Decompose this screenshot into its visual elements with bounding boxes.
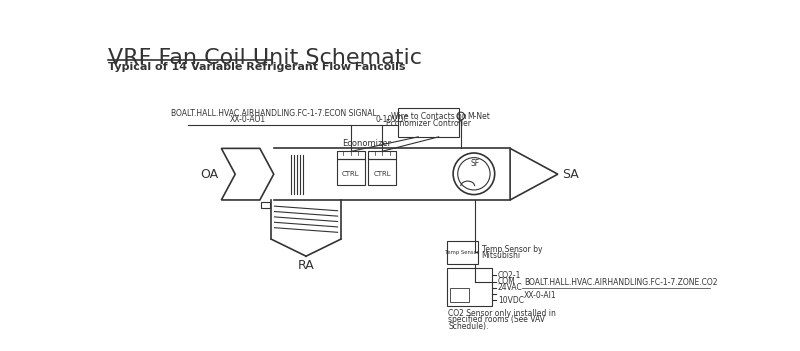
Text: specified rooms (See VAV: specified rooms (See VAV <box>449 316 546 324</box>
Text: SA: SA <box>562 168 579 181</box>
Text: RA: RA <box>298 259 314 272</box>
Text: Mitsubishi: Mitsubishi <box>482 251 521 260</box>
Text: CTRL: CTRL <box>342 171 359 177</box>
Text: 24VAC: 24VAC <box>498 283 522 292</box>
Text: Temp Sensor: Temp Sensor <box>446 250 479 255</box>
Text: CO2 Sensor only installed in: CO2 Sensor only installed in <box>449 309 556 318</box>
Text: SF: SF <box>471 159 480 168</box>
Bar <box>447 241 478 264</box>
Text: 0-10VDC: 0-10VDC <box>375 115 409 124</box>
Text: XX-0-AI1: XX-0-AI1 <box>524 291 557 300</box>
Text: Schedule).: Schedule). <box>449 322 489 331</box>
Text: VRF Fan Coil Unit Schematic: VRF Fan Coil Unit Schematic <box>108 48 422 68</box>
Text: COM: COM <box>498 277 515 286</box>
Text: Economizer: Economizer <box>342 139 391 148</box>
Bar <box>447 268 492 306</box>
Text: M-Net: M-Net <box>467 112 490 121</box>
Text: Wire to Contacts on: Wire to Contacts on <box>390 112 466 121</box>
Text: CTRL: CTRL <box>374 171 391 177</box>
Bar <box>369 159 396 185</box>
Text: BOALT.HALL.HVAC.AIRHANDLING.FC-1-7.ECON SIGNAL: BOALT.HALL.HVAC.AIRHANDLING.FC-1-7.ECON … <box>171 108 377 118</box>
Bar <box>450 288 469 302</box>
Bar <box>262 201 270 208</box>
Text: 10VDC: 10VDC <box>498 296 524 305</box>
Bar <box>337 152 365 159</box>
Text: OA: OA <box>200 168 218 181</box>
Text: BOALT.HALL.HVAC.AIRHANDLING.FC-1-7.ZONE.CO2: BOALT.HALL.HVAC.AIRHANDLING.FC-1-7.ZONE.… <box>524 278 718 287</box>
Bar <box>398 107 458 137</box>
Text: XX-0-AO1: XX-0-AO1 <box>230 115 266 124</box>
Text: Temp Sensor by: Temp Sensor by <box>482 245 542 254</box>
Text: CO2-1: CO2-1 <box>498 271 521 280</box>
Bar <box>337 159 365 185</box>
Bar <box>369 152 396 159</box>
Text: Typical of 14 Variable Refrigerant Flow Fancoils: Typical of 14 Variable Refrigerant Flow … <box>108 62 406 72</box>
Text: Economizer Controller: Economizer Controller <box>386 119 471 128</box>
